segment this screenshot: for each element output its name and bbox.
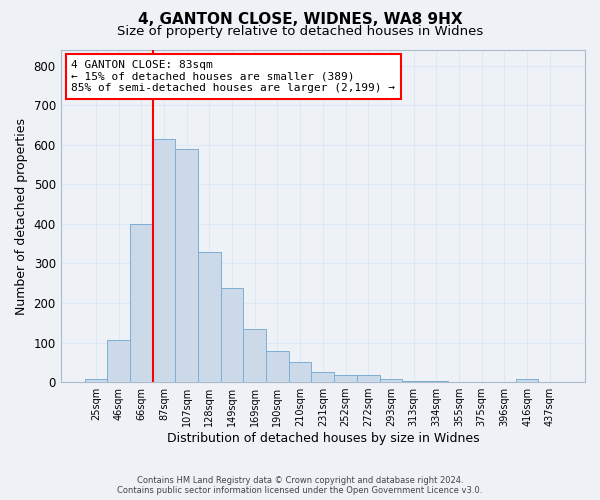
Bar xyxy=(357,375,380,382)
Bar xyxy=(107,340,130,382)
Text: Size of property relative to detached houses in Widnes: Size of property relative to detached ho… xyxy=(117,25,483,38)
Bar xyxy=(289,362,311,382)
Bar xyxy=(334,376,357,382)
Bar xyxy=(198,252,221,382)
Bar xyxy=(221,288,244,382)
Text: Contains HM Land Registry data © Crown copyright and database right 2024.
Contai: Contains HM Land Registry data © Crown c… xyxy=(118,476,482,495)
Bar xyxy=(311,372,334,382)
Bar xyxy=(266,351,289,382)
Bar xyxy=(152,139,175,382)
Bar xyxy=(380,378,402,382)
Y-axis label: Number of detached properties: Number of detached properties xyxy=(15,118,28,314)
Bar xyxy=(244,329,266,382)
Bar xyxy=(402,380,425,382)
Bar xyxy=(130,224,152,382)
Text: 4 GANTON CLOSE: 83sqm
← 15% of detached houses are smaller (389)
85% of semi-det: 4 GANTON CLOSE: 83sqm ← 15% of detached … xyxy=(71,60,395,93)
Bar xyxy=(175,149,198,382)
Text: 4, GANTON CLOSE, WIDNES, WA8 9HX: 4, GANTON CLOSE, WIDNES, WA8 9HX xyxy=(137,12,463,28)
Bar xyxy=(516,378,538,382)
X-axis label: Distribution of detached houses by size in Widnes: Distribution of detached houses by size … xyxy=(167,432,479,445)
Bar xyxy=(85,380,107,382)
